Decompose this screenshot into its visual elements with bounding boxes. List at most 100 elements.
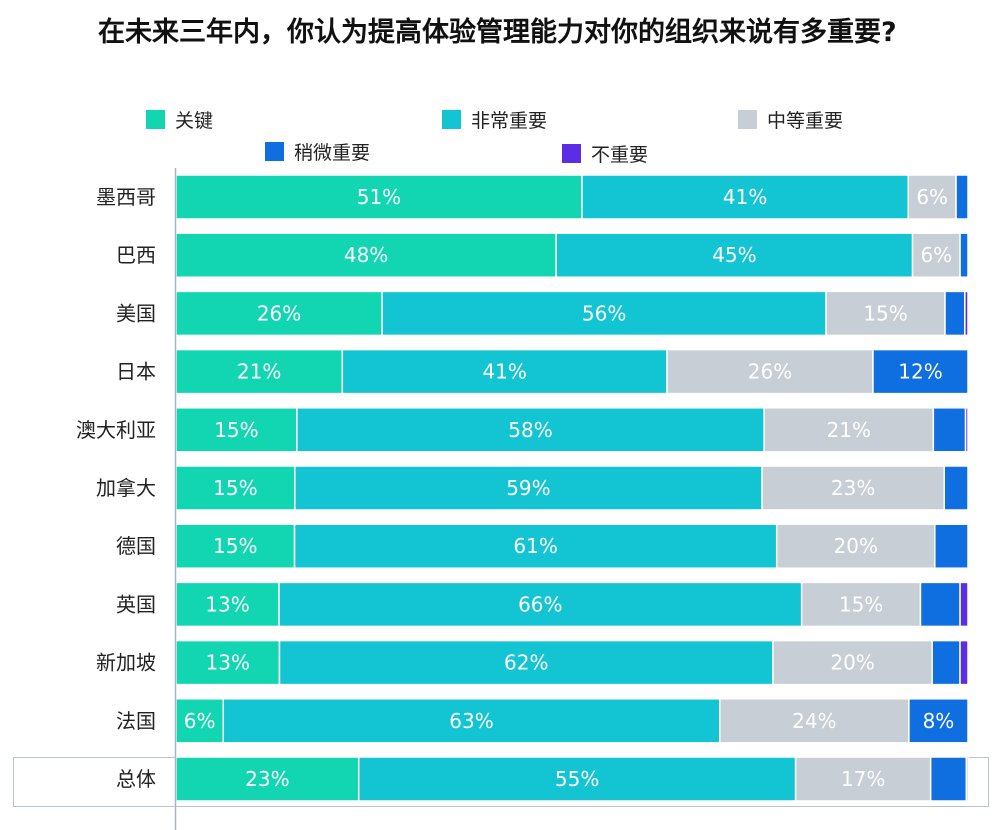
bar-segment-very [555,232,914,278]
bar-segment-moderate [666,348,874,395]
data-label: 8% [923,709,955,733]
data-label: 51% [357,185,401,209]
legend-swatch-very [442,110,461,129]
data-label: 48% [344,243,388,267]
legend-item-slight: 稍微重要 [265,138,370,165]
data-label: 61% [513,534,557,558]
bar-segment-very [293,523,778,569]
legend-item-not: 不重要 [562,140,648,167]
legend-item-very: 非常重要 [442,106,547,133]
data-label: 13% [205,592,249,616]
legend-item-critical: 关键 [146,106,213,133]
bar-segment-very [296,407,765,453]
data-label: 15% [839,592,883,616]
category-label: 日本 [116,360,156,384]
bar-segment-critical [175,407,298,453]
data-label: 23% [831,476,875,500]
bar-segment-moderate [763,407,935,453]
data-label: 66% [518,592,562,616]
data-label: 6% [916,185,948,209]
data-label: 13% [206,651,250,675]
category-label: 墨西哥 [96,185,156,209]
data-label: 21% [827,418,871,442]
bar-segment-slight [955,174,969,220]
legend-swatch-not [562,144,581,163]
data-label: 41% [482,360,526,384]
bar-segment-slight [944,290,966,337]
bar-segment-not [959,581,969,628]
chart-title: 在未来三年内，你认为提高体验管理能力对你的组织来说有多重要? [98,17,897,48]
bar-segment-very [278,639,774,686]
bar-segment-critical [175,698,225,744]
bar-segment-moderate [800,581,922,628]
data-label: 15% [213,534,257,558]
bar-segment-not [964,290,969,337]
bar-segment-slight [934,523,969,569]
bar-segment-very [341,348,668,395]
data-label: 20% [834,534,878,558]
category-label: 英国 [116,592,156,616]
bar-segment-very [278,581,803,628]
data-label: 20% [830,651,874,675]
data-label: 15% [214,418,258,442]
category-label: 澳大利亚 [76,418,156,442]
data-label: 15% [213,476,257,500]
data-label: 21% [237,360,281,384]
category-label: 巴西 [116,243,156,267]
bar-segment-moderate [775,523,936,569]
category-label: 法国 [116,709,156,733]
legend-label: 不重要 [591,144,649,166]
legend-swatch-slight [265,142,284,161]
data-label: 6% [920,243,952,267]
bar-segment-critical [175,232,557,278]
bar-segment-slight [872,348,969,395]
bar-segment-moderate [761,465,945,511]
legend-swatch-moderate [738,110,757,129]
data-label: 6% [184,709,216,733]
data-label: 23% [245,767,289,791]
bar-segment-slight [908,698,969,744]
bar-segment-not [964,407,969,453]
data-label: 59% [506,476,550,500]
data-label: 41% [723,185,767,209]
data-label: 12% [898,360,942,384]
bar-segment-slight [932,407,967,453]
legend-item-moderate: 中等重要 [738,106,843,133]
legend-label: 关键 [175,110,214,132]
data-label: 15% [863,301,907,325]
category-label: 总体 [116,767,156,791]
data-label: 26% [748,360,792,384]
category-label: 加拿大 [96,476,156,500]
bar-segment-critical [175,348,344,395]
data-label: 45% [712,243,756,267]
legend-label: 非常重要 [471,110,548,132]
category-label: 德国 [116,534,156,558]
bar-segment-very [381,290,827,337]
data-label: 62% [504,651,548,675]
data-label: 17% [841,767,885,791]
legend-swatch-critical [146,110,165,129]
legend-label: 稍微重要 [294,142,371,164]
bar-segment-slight [919,581,961,628]
bar-segment-slight [929,756,968,802]
bar-segment-slight [959,232,969,278]
bar-segment-moderate [794,756,932,802]
bar-segment-slight [931,639,961,686]
bar-segment-moderate [907,174,957,220]
bar-segment-not [959,639,969,686]
bar-segment-not [965,756,969,802]
data-label: 63% [449,709,493,733]
bar-segment-critical [175,523,296,569]
category-label: 新加坡 [96,651,156,675]
data-label: 56% [582,301,626,325]
bar-segment-moderate [911,232,961,278]
bar-segment-moderate [772,639,933,686]
data-label: 26% [257,301,301,325]
bar-segment-moderate [825,290,946,337]
bar-segment-slight [943,465,969,511]
bar-segment-very [357,756,797,802]
legend-label: 中等重要 [767,110,844,132]
category-label: 美国 [116,301,156,325]
data-label: 55% [555,767,599,791]
